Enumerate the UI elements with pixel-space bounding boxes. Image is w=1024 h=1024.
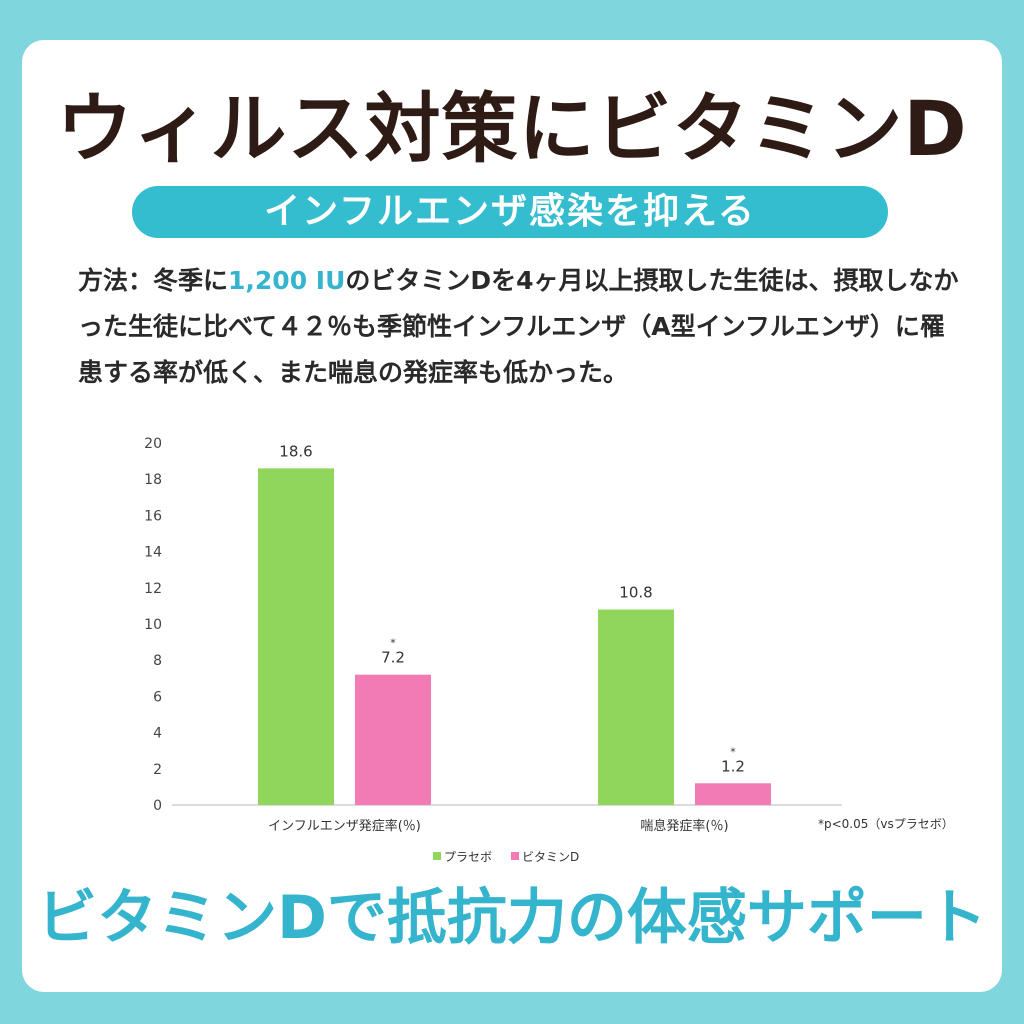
footer-tagline: ビタミンDで抵抗力の体感サポート (37, 883, 987, 953)
bar-vitamin-d-0 (355, 674, 431, 805)
page-title: ウィルス対策にビタミンD (56, 84, 968, 173)
data-label: 1.2 (721, 757, 745, 775)
data-label: 10.8 (619, 584, 652, 602)
category-label: 喘息発症率(％) (640, 818, 728, 834)
y-tick-label: 14 (144, 545, 162, 561)
y-tick-label: 20 (144, 436, 162, 452)
method-body: のビタミンDを4ヶ月以上摂取した生徒は、摂取しなかった生徒に比べて４２％も季節性… (78, 266, 959, 387)
y-tick-label: 0 (153, 798, 162, 814)
legend-label: プラセボ (444, 850, 492, 864)
y-tick-label: 16 (144, 508, 162, 524)
y-tick-label: 2 (153, 762, 162, 778)
significance-note: *p<0.05（vsプラセボ） (818, 817, 954, 831)
y-tick-label: 10 (144, 617, 162, 633)
legend-label: ビタミンD (522, 850, 579, 864)
bar-placebo-1 (598, 609, 674, 805)
y-tick-label: 12 (144, 581, 162, 597)
content-card: ウィルス対策にビタミンD インフルエンザ感染を抑える 方法：冬季に1,200 I… (22, 40, 1002, 992)
y-tick-label: 6 (153, 689, 162, 705)
data-label: 7.2 (381, 649, 405, 667)
y-tick-label: 4 (153, 726, 162, 742)
bar-placebo-0 (258, 468, 334, 805)
data-label: 18.6 (279, 442, 312, 460)
subtitle-banner: インフルエンザ感染を抑える (132, 186, 888, 238)
y-tick-label: 18 (144, 472, 162, 488)
method-prefix: 方法：冬季に (78, 266, 229, 295)
significance-marker: * (730, 745, 736, 758)
y-tick-label: 8 (153, 653, 162, 669)
significance-marker: * (390, 637, 396, 650)
legend-swatch-placebo (433, 852, 441, 860)
method-dose: 1,200 IU (228, 266, 346, 295)
method-text: 方法：冬季に1,200 IUのビタミンDを4ヶ月以上摂取した生徒は、摂取しなかっ… (78, 258, 968, 396)
legend-swatch-vitamin-d (511, 852, 519, 860)
category-label: インフルエンザ発症率(％) (268, 818, 421, 834)
bar-vitamin-d-1 (695, 783, 771, 805)
